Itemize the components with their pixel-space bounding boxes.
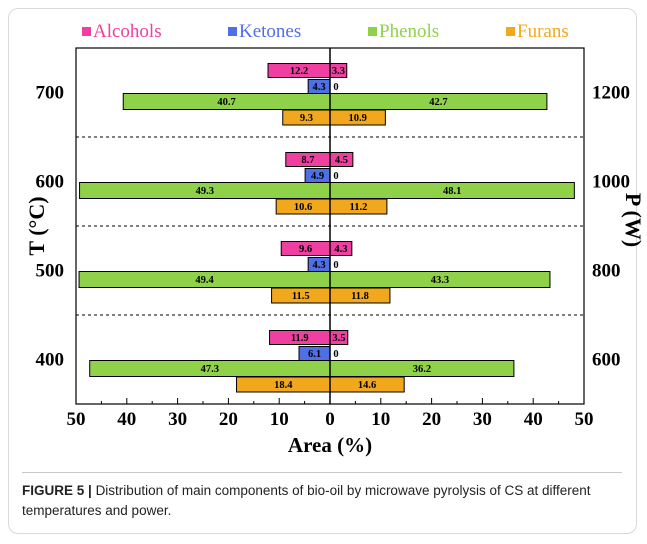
data-label-furans-power-600: 14.6 xyxy=(358,380,376,391)
data-label-ketones-temp-600: 4.9 xyxy=(311,171,324,182)
y-axis-title-left: T (°C) xyxy=(24,196,49,255)
y-tick-left-400: 400 xyxy=(36,350,65,371)
data-label-ketones-power-1200: 0 xyxy=(333,82,338,93)
data-label-alcohols-power-800: 4.3 xyxy=(334,244,347,255)
legend-swatch-ketones xyxy=(228,27,237,36)
y-axis-title-right: P (W) xyxy=(621,193,646,247)
y-tick-left-700: 700 xyxy=(36,83,65,104)
data-label-phenols-temp-500: 49.4 xyxy=(195,275,214,286)
y-tick-right-1200: 1200 xyxy=(592,83,630,104)
x-tick-label: 30 xyxy=(473,409,492,430)
data-label-furans-temp-400: 18.4 xyxy=(274,380,293,391)
y-tick-right-600: 600 xyxy=(592,350,621,371)
data-label-phenols-power-1200: 42.7 xyxy=(429,97,447,108)
data-label-phenols-temp-700: 40.7 xyxy=(217,97,235,108)
data-label-phenols-power-600: 36.2 xyxy=(413,364,431,375)
legend-swatch-alcohols xyxy=(82,27,91,36)
data-label-alcohols-temp-600: 8.7 xyxy=(301,155,314,166)
data-label-ketones-temp-400: 6.1 xyxy=(308,349,321,360)
data-label-furans-power-800: 11.8 xyxy=(351,291,369,302)
x-tick-label: 0 xyxy=(325,409,335,430)
data-label-furans-temp-600: 10.6 xyxy=(294,202,312,213)
data-label-ketones-power-1000: 0 xyxy=(333,171,338,182)
x-tick-label: 10 xyxy=(371,409,390,430)
data-label-alcohols-power-1200: 3.3 xyxy=(332,66,345,77)
y-tick-right-800: 800 xyxy=(592,261,621,282)
data-label-alcohols-power-1000: 4.5 xyxy=(335,155,348,166)
data-label-phenols-temp-400: 47.3 xyxy=(201,364,219,375)
x-tick-label: 40 xyxy=(524,409,543,430)
figure-frame xyxy=(8,8,637,534)
x-tick-label: 50 xyxy=(575,409,594,430)
data-label-phenols-power-1000: 48.1 xyxy=(443,186,461,197)
legend-label-ketones: Ketones xyxy=(239,21,301,42)
data-label-phenols-power-800: 43.3 xyxy=(431,275,449,286)
data-label-alcohols-temp-700: 12.2 xyxy=(290,66,308,77)
data-label-alcohols-temp-400: 11.9 xyxy=(291,333,309,344)
x-tick-label: 10 xyxy=(270,409,289,430)
data-label-furans-power-1000: 11.2 xyxy=(350,202,368,213)
x-tick-label: 20 xyxy=(219,409,238,430)
data-label-furans-temp-500: 11.5 xyxy=(292,291,310,302)
figure-caption: FIGURE 5 | Distribution of main componen… xyxy=(22,472,622,521)
legend-label-phenols: Phenols xyxy=(379,21,439,42)
data-label-ketones-power-600: 0 xyxy=(333,349,338,360)
caption-label: FIGURE 5 | xyxy=(22,483,92,498)
data-label-furans-power-1200: 10.9 xyxy=(348,113,366,124)
x-tick-label: 50 xyxy=(67,409,86,430)
y-tick-right-1000: 1000 xyxy=(592,172,630,193)
y-tick-left-600: 600 xyxy=(36,172,65,193)
legend-label-alcohols: Alcohols xyxy=(93,21,162,42)
legend-swatch-furans xyxy=(506,27,515,36)
data-label-ketones-power-800: 0 xyxy=(333,260,338,271)
data-label-ketones-temp-500: 4.3 xyxy=(313,260,326,271)
legend-label-furans: Furans xyxy=(517,21,569,42)
data-label-phenols-temp-600: 49.3 xyxy=(196,186,214,197)
caption-text: Distribution of main components of bio-o… xyxy=(22,483,591,518)
y-tick-left-500: 500 xyxy=(36,261,65,282)
data-label-ketones-temp-700: 4.3 xyxy=(313,82,326,93)
x-axis-title: Area (%) xyxy=(288,433,372,457)
data-label-alcohols-temp-500: 9.6 xyxy=(299,244,312,255)
x-tick-label: 40 xyxy=(117,409,136,430)
x-tick-label: 30 xyxy=(168,409,187,430)
x-tick-label: 20 xyxy=(422,409,441,430)
data-label-alcohols-power-600: 3.5 xyxy=(332,333,345,344)
legend-swatch-phenols xyxy=(368,27,377,36)
data-label-furans-temp-700: 9.3 xyxy=(300,113,313,124)
